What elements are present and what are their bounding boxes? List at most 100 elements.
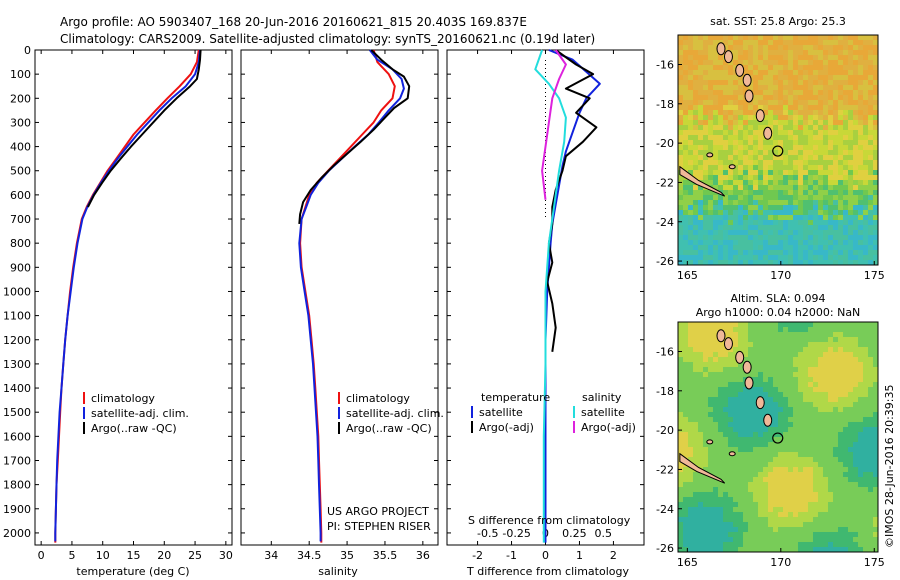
x-tick-label: 36 [416, 549, 430, 562]
lat-tick-label: -26 [656, 542, 674, 555]
island-vanuatu [723, 50, 733, 64]
sst-grid [678, 35, 879, 266]
island-loyalty [728, 164, 736, 170]
difference-chart: -2 -1 0 1 2-0.5 -0.25 0 0.25 0.5 [447, 49, 644, 562]
depth-tick-label: 1000 [3, 285, 31, 298]
x-tick-label: 0 [38, 549, 45, 562]
legend-label-temp-satellite: satellite [479, 406, 523, 419]
depth-tick-label: 200 [10, 92, 31, 105]
island-vanuatu [744, 89, 754, 103]
s-tick-label: -0.5 [477, 527, 498, 540]
depth-tick-label: 600 [10, 189, 31, 202]
lat-tick-label: -22 [656, 463, 674, 476]
sla-map-title-line1: Altim. SLA: 0.094 [730, 292, 825, 305]
temperature-axis-label: temperature (deg C) [76, 565, 189, 578]
island-vanuatu [755, 109, 765, 123]
x-tick-label: 2 [610, 549, 617, 562]
depth-tick-label: 1800 [3, 479, 31, 492]
island-vanuatu [742, 360, 752, 374]
depth-tick-label: 1100 [3, 310, 31, 323]
salinity-axis-label: salinity [318, 565, 358, 578]
x-tick-label: 10 [96, 549, 110, 562]
figure-title-line2: Climatology: CARS2009. Satellite-adjuste… [60, 32, 595, 46]
legend-label-sal-satellite: satellite [581, 406, 625, 419]
argo-float-marker [772, 145, 784, 157]
temperature-chart: 0100200300400500600700800900100011001200… [3, 44, 233, 562]
pi-label: PI: STEPHEN RISER [327, 520, 431, 533]
s-tick-label: 0.25 [562, 527, 587, 540]
depth-tick-label: 900 [10, 261, 31, 274]
depth-tick-label: 300 [10, 116, 31, 129]
sla-grid [678, 322, 879, 553]
depth-tick-label: 1500 [3, 406, 31, 419]
lon-tick-label: 175 [864, 556, 885, 569]
lon-tick-label: 170 [770, 556, 791, 569]
figure-title-line1: Argo profile: AO 5903407_168 20-Jun-2016… [60, 15, 527, 29]
depth-tick-label: 1900 [3, 503, 31, 516]
legend-label-satellite: satellite-adj. clim. [346, 407, 444, 420]
lon-tick-label: 165 [677, 269, 698, 282]
legend-label-sal-argo: Argo(-adj) [581, 421, 636, 434]
island-vanuatu [723, 337, 733, 351]
island-vanuatu [735, 63, 745, 77]
legend-label-argo: Argo(..raw -QC) [346, 422, 432, 435]
x-tick-label: 0 [542, 549, 549, 562]
lat-tick-label: -24 [656, 216, 674, 229]
series-line-satellite [54, 49, 201, 542]
depth-tick-label: 1300 [3, 358, 31, 371]
island-loyalty [728, 451, 736, 457]
s-difference-label: S difference from climatology [468, 514, 631, 527]
x-tick-label: 5 [68, 549, 75, 562]
argo-float-marker [772, 432, 784, 444]
lat-tick-label: -16 [656, 58, 674, 71]
lat-tick-label: -18 [656, 98, 674, 111]
island-loyalty [706, 439, 714, 445]
lat-tick-label: -20 [656, 424, 674, 437]
x-tick-label: 1 [576, 549, 583, 562]
legend-label-satellite: satellite-adj. clim. [91, 407, 189, 420]
difference-legend: temperature salinity satellite Argo(-adj… [471, 391, 636, 434]
sst-map-title: sat. SST: 25.8 Argo: 25.3 [710, 15, 846, 28]
depth-tick-label: 700 [10, 213, 31, 226]
legend-header-salinity: salinity [582, 391, 622, 404]
x-tick-label: 34.5 [297, 549, 322, 562]
island-vanuatu [763, 413, 773, 427]
series-line-sal_argo [541, 49, 567, 200]
x-tick-label: 35.5 [373, 549, 398, 562]
legend-label-argo: Argo(..raw -QC) [91, 422, 177, 435]
island-vanuatu [763, 126, 773, 140]
x-tick-label: 30 [219, 549, 233, 562]
island-vanuatu [744, 376, 754, 390]
lat-tick-label: -26 [656, 255, 674, 268]
x-tick-label: -1 [506, 549, 517, 562]
legend-header-temperature: temperature [481, 391, 550, 404]
series-line-argo [87, 49, 202, 208]
island-new-caledonia [679, 165, 726, 197]
x-tick-label: 34 [264, 549, 278, 562]
sst-map-frame [677, 34, 879, 266]
x-tick-label: 15 [127, 549, 141, 562]
series-line-argo [298, 49, 411, 224]
lat-tick-label: -20 [656, 137, 674, 150]
lon-tick-label: 165 [677, 556, 698, 569]
island-loyalty [706, 152, 714, 158]
sla-map-frame [677, 321, 879, 553]
depth-tick-label: 400 [10, 141, 31, 154]
legend-label-temp-argo: Argo(-adj) [479, 421, 534, 434]
lat-tick-label: -24 [656, 503, 674, 516]
lat-tick-label: -18 [656, 385, 674, 398]
s-tick-label: -0.25 [502, 527, 530, 540]
depth-tick-label: 1200 [3, 334, 31, 347]
salinity-panel-frame [240, 49, 439, 546]
imos-stamp: ©IMOS 28-Jun-2016 20:39:35 [883, 384, 896, 548]
legend-label-climatology: climatology [91, 392, 155, 405]
s-tick-label: 0.5 [594, 527, 612, 540]
lat-tick-label: -22 [656, 176, 674, 189]
salinity-legend: climatology satellite-adj. clim. Argo(..… [338, 392, 444, 435]
depth-tick-label: 1600 [3, 430, 31, 443]
island-new-caledonia [679, 452, 726, 484]
x-tick-label: 35 [340, 549, 354, 562]
